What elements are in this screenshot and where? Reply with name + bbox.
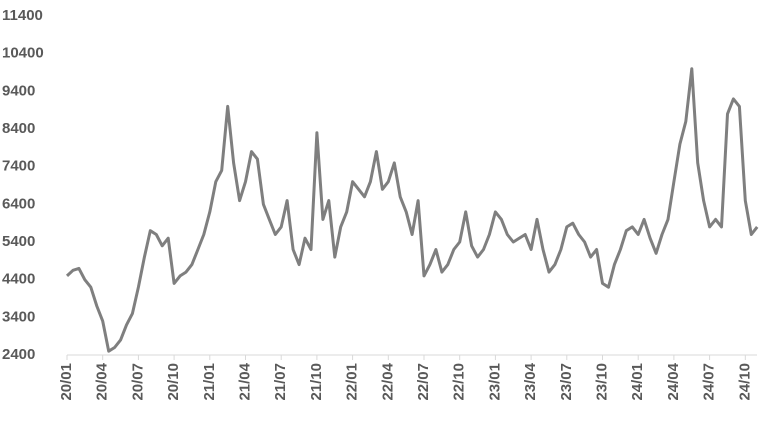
x-tick-label: 20/10 (165, 363, 182, 401)
y-tick-label: 4400 (2, 271, 35, 288)
x-tick-label: 23/04 (522, 362, 539, 400)
x-tick-label: 22/07 (415, 363, 432, 401)
x-tick-label: 21/01 (201, 363, 218, 401)
x-tick-label: 22/10 (451, 363, 468, 401)
x-tick-label: 24/04 (665, 362, 682, 400)
y-tick-label: 8400 (2, 120, 35, 137)
x-tick-label: 21/10 (308, 363, 325, 401)
x-tick-label: 24/01 (629, 363, 646, 401)
y-tick-label: 11400 (2, 7, 43, 24)
y-tick-label: 6400 (2, 195, 35, 212)
y-tick-label: 3400 (2, 308, 35, 325)
y-tick-label: 7400 (2, 158, 35, 175)
x-tick-label: 21/04 (236, 362, 253, 400)
x-tick-label: 22/01 (344, 363, 361, 401)
x-tick-label: 20/04 (94, 362, 111, 400)
y-tick-label: 2400 (2, 346, 35, 363)
x-tick-label: 22/04 (379, 362, 396, 400)
x-tick-label: 20/01 (58, 363, 75, 401)
x-tick-label: 20/07 (129, 363, 146, 401)
x-tick-label: 23/07 (558, 363, 575, 401)
x-tick-label: 24/10 (736, 363, 753, 401)
y-tick-label: 5400 (2, 233, 35, 250)
y-tick-label: 10400 (2, 45, 44, 62)
x-tick-label: 21/07 (272, 363, 289, 401)
line (65, 67, 759, 353)
x-tick-label: 24/07 (701, 363, 718, 401)
y-tick-label: 9400 (2, 82, 35, 99)
x-tick-label: 23/10 (593, 363, 610, 401)
x-tick-label: 23/01 (486, 363, 503, 401)
